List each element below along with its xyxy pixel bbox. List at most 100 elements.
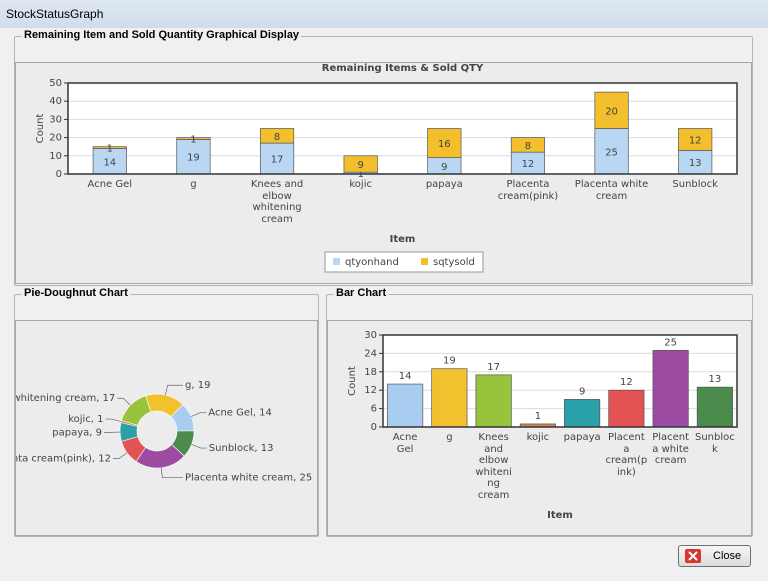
data-label: 9 — [358, 160, 364, 171]
bar — [431, 368, 468, 428]
data-label: 14 — [399, 371, 412, 382]
slice-label: Placenta cream(pink), 12 — [0, 454, 111, 465]
button-label: Close — [713, 550, 742, 562]
x-tick-label: g — [190, 179, 197, 190]
doughnut: Acne Gel, 14 g, 19 Knees and elbow whiteni… — [0, 380, 312, 484]
data-label: 13 — [689, 158, 702, 169]
bar-segment — [176, 139, 211, 175]
x-tick-label: Placenta white cream — [574, 179, 649, 202]
bar-segment — [343, 155, 378, 173]
data-label: 1 — [535, 411, 541, 422]
y-tick-label: 18 — [364, 367, 377, 378]
x-tick-label: Placenta cream(pink) — [497, 179, 559, 202]
x-tick-label: papaya — [563, 432, 601, 443]
bar-segment — [594, 128, 629, 175]
plot-frame — [67, 82, 738, 175]
data-label: 12 — [620, 377, 633, 388]
group-box — [326, 294, 753, 537]
leader-line — [191, 444, 207, 449]
data-label: 19 — [187, 153, 200, 164]
x-tick-label: Acne Gel — [87, 179, 133, 190]
data-label: 1 — [190, 135, 196, 146]
doughnut-slice — [121, 395, 152, 426]
slice-label: Knees and elbow whitening cream, 17 — [0, 393, 115, 404]
y-axis-label: Count — [35, 114, 46, 144]
data-label: 1 — [107, 144, 113, 155]
group-title: Pie-Doughnut Chart — [22, 287, 130, 299]
x-tick-label: Knees and elbow whitening cream — [475, 432, 512, 501]
bar-segment — [259, 128, 295, 144]
leader-line — [105, 418, 122, 422]
data-label: 16 — [438, 139, 451, 150]
leader-line — [160, 467, 183, 479]
group-title: Remaining Item and Sold Quantity Graphic… — [22, 29, 302, 41]
data-label: 9 — [579, 386, 585, 397]
data-label: 14 — [103, 157, 116, 168]
y-tick-label: 40 — [49, 96, 62, 107]
bar — [608, 389, 645, 428]
bar — [475, 374, 512, 428]
chart-panel — [15, 320, 318, 536]
bar — [387, 383, 424, 428]
x-axis-label: Item — [390, 234, 416, 245]
data-label: 17 — [487, 362, 500, 373]
data-label: 17 — [271, 155, 284, 166]
x-tick-label: kojic — [526, 432, 550, 443]
y-tick-label: 24 — [364, 348, 377, 359]
plot-area — [68, 83, 737, 174]
leader-line — [117, 397, 131, 406]
data-label: 19 — [443, 356, 456, 367]
slice-label: Acne Gel, 14 — [208, 408, 272, 419]
legend-label: qtyonhand — [345, 257, 399, 268]
group-box — [14, 294, 319, 537]
bar-segment — [176, 137, 211, 140]
bar-segment — [510, 137, 546, 153]
leader-line — [112, 452, 128, 459]
data-label: 12 — [522, 159, 535, 170]
y-tick-label: 10 — [49, 151, 62, 162]
bar — [696, 386, 733, 428]
y-tick-label: 0 — [371, 422, 377, 433]
data-label: 12 — [689, 135, 702, 146]
window-title: StockStatusGraph — [0, 0, 768, 28]
y-tick-label: 30 — [364, 330, 377, 341]
x-tick-label: Placenta cream(pink) — [605, 432, 648, 478]
chart-title: Remaining Items & Sold QTY — [322, 63, 484, 74]
slice-label: papaya, 9 — [52, 427, 102, 438]
close-button[interactable]: Close — [678, 545, 751, 567]
data-label: 8 — [525, 141, 531, 152]
y-axis-label: Count — [347, 366, 358, 396]
x-tick-label: Placenta white cream — [652, 432, 690, 466]
data-label: 20 — [605, 106, 618, 117]
x-tick-label: Sunblock — [694, 432, 735, 455]
y-tick-label: 50 — [49, 78, 62, 89]
plot-frame — [382, 334, 738, 428]
bar — [652, 349, 689, 428]
doughnut-slice — [171, 430, 195, 457]
slice-label: Placenta white cream, 25 — [185, 473, 312, 484]
bar-segment — [427, 128, 462, 158]
x-tick-label: Knees and elbow whitening cream — [250, 179, 304, 225]
y-tick-label: 30 — [49, 114, 62, 125]
x-tick-label: kojic — [349, 179, 372, 190]
data-label: 9 — [441, 162, 447, 173]
bar-segment — [92, 148, 127, 175]
y-tick-label: 12 — [364, 385, 377, 396]
y-tick-label: 20 — [49, 133, 62, 144]
y-tick-label: 0 — [56, 169, 62, 180]
leader-line — [190, 412, 207, 417]
bar-segment — [678, 128, 713, 151]
bar-segment — [594, 91, 629, 129]
y-tick-label: 6 — [371, 404, 377, 415]
group-title: Bar Chart — [334, 287, 389, 299]
x-tick-label: Acne Gel — [392, 432, 418, 455]
data-label: 8 — [274, 132, 280, 143]
bar — [564, 399, 601, 428]
legend-label: sqtysold — [433, 257, 475, 268]
group-box — [14, 36, 753, 286]
slice-label: Sunblock, 13 — [209, 443, 274, 454]
data-label: 13 — [709, 374, 722, 385]
x-axis-label: Item — [547, 510, 573, 521]
